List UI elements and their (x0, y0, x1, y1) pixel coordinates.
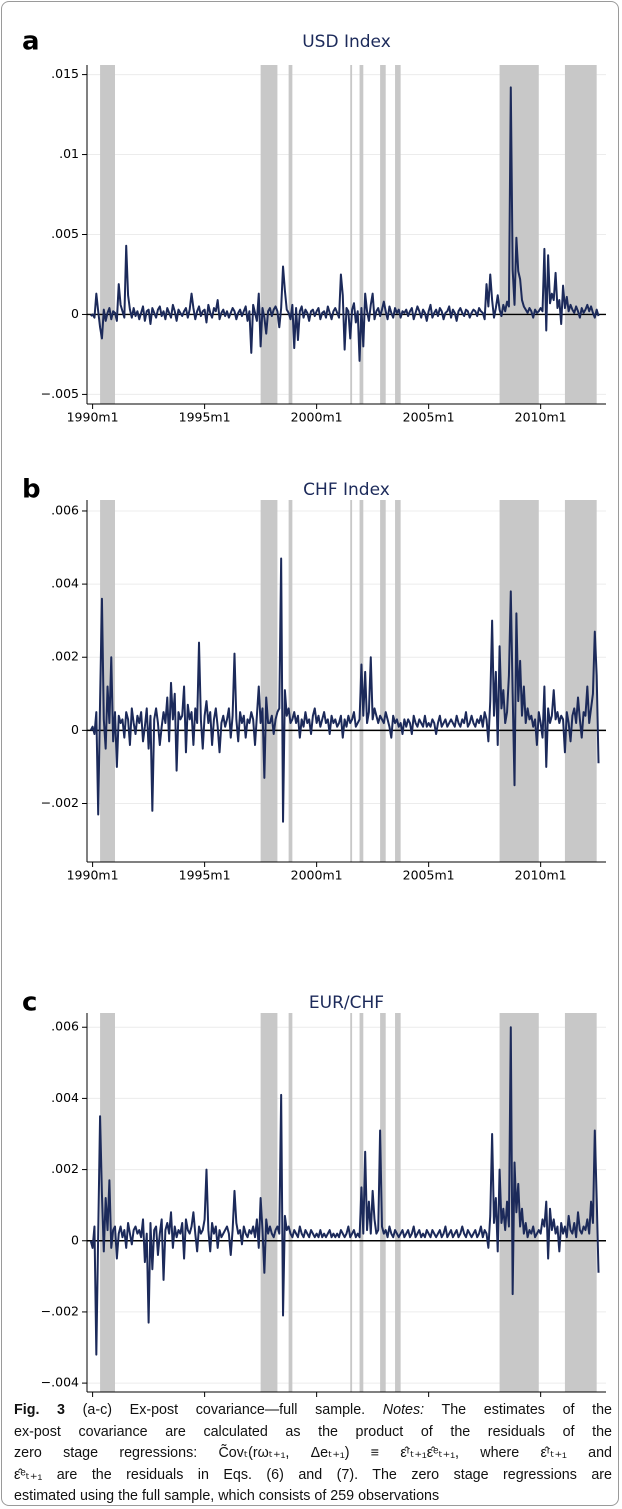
shaded-period (100, 1013, 116, 1392)
shaded-period (288, 1013, 293, 1392)
chart-title: EUR/CHF (309, 993, 384, 1013)
x-tick-label: 2000m1 (291, 868, 343, 883)
shaded-period (350, 500, 353, 862)
x-tick-label: 2005m1 (403, 410, 455, 425)
caption-line: zero stage regressions: C̃ovₜ(rωₜ₊₁, Δeₜ… (14, 1445, 612, 1462)
y-tick-label: .006 (51, 1019, 79, 1034)
y-tick-label: .015 (51, 66, 79, 81)
shaded-period (260, 65, 278, 404)
shaded-period (564, 500, 597, 862)
x-tick-label: 1995m1 (179, 410, 231, 425)
caption-line: ε̂ᵉₜ₊₁ are the residuals in Eqs. (6) and… (14, 1466, 612, 1483)
x-tick-label: 2010m1 (515, 868, 567, 883)
shaded-period (380, 500, 386, 862)
shaded-period (260, 1013, 278, 1392)
caption-text: The estimates of the (441, 1402, 613, 1418)
caption-line: ex-post covariance are calculated as the… (14, 1423, 612, 1440)
caption-title: (a-c) Ex-post covariance—full sample. (82, 1402, 366, 1418)
caption-label: Fig. 3 (14, 1402, 65, 1418)
shaded-period (564, 65, 597, 404)
chart-title: CHF Index (303, 480, 390, 500)
notes-label: Notes: (382, 1402, 425, 1418)
caption-line: estimated using the full sample, which c… (14, 1488, 440, 1505)
chart-title: USD Index (302, 32, 391, 52)
figure: a USD Index −.005 0 .005 .01 .015 1990m1 1995m1 2… (22, 27, 606, 1401)
shaded-period (260, 500, 278, 862)
y-tick-label: .002 (51, 1161, 79, 1176)
y-tick-label: 0 (71, 722, 79, 737)
x-tick-label: 2000m1 (291, 1398, 343, 1401)
y-tick-label: −.002 (41, 1303, 79, 1318)
y-tick-label: .002 (51, 649, 79, 664)
panel-label: c (22, 988, 37, 1018)
x-tick-label: 1995m1 (179, 868, 231, 883)
shaded-period (350, 1013, 353, 1392)
y-tick-label: −.004 (41, 1375, 79, 1390)
x-tick-label: 2010m1 (515, 1398, 567, 1401)
x-tick-label: 1990m1 (67, 868, 119, 883)
shaded-period (395, 65, 401, 404)
y-tick-label: .004 (51, 576, 79, 591)
series-line (89, 1026, 600, 1356)
shaded-period (350, 65, 353, 404)
x-tick-label: 2000m1 (291, 410, 343, 425)
x-tick-label: 2005m1 (403, 868, 455, 883)
x-tick-label: 2010m1 (515, 410, 567, 425)
y-tick-label: .01 (59, 146, 79, 161)
x-tick-label: 1990m1 (67, 1398, 119, 1401)
y-tick-label: .006 (51, 502, 79, 517)
panel-label: a (22, 27, 40, 57)
x-tick-label: 2005m1 (403, 1398, 455, 1401)
caption-line: Fig. 3 (a-c) Ex-post covariance—full sam… (14, 1400, 612, 1422)
shaded-period (395, 500, 401, 862)
x-tick-label: 1990m1 (67, 410, 119, 425)
caption: Fig. 3 (a-c) Ex-post covariance—full sam… (14, 1400, 612, 1508)
y-tick-label: −.005 (41, 386, 79, 401)
series-line (90, 86, 600, 362)
x-tick-label: 1995m1 (179, 1398, 231, 1401)
panel-label: b (22, 475, 41, 505)
y-tick-label: .005 (51, 226, 79, 241)
series-line (89, 557, 600, 823)
shaded-period (100, 500, 116, 862)
y-tick-label: .004 (51, 1090, 79, 1105)
y-tick-label: −.002 (41, 795, 79, 810)
shaded-period (100, 65, 116, 404)
shaded-period (380, 65, 386, 404)
shaded-period (395, 1013, 401, 1392)
shaded-period (499, 65, 539, 404)
shaded-period (288, 500, 293, 862)
shaded-period (380, 1013, 386, 1392)
y-tick-label: 0 (71, 306, 79, 321)
y-tick-label: 0 (71, 1232, 79, 1247)
shaded-period (288, 65, 293, 404)
shaded-period (359, 65, 364, 404)
